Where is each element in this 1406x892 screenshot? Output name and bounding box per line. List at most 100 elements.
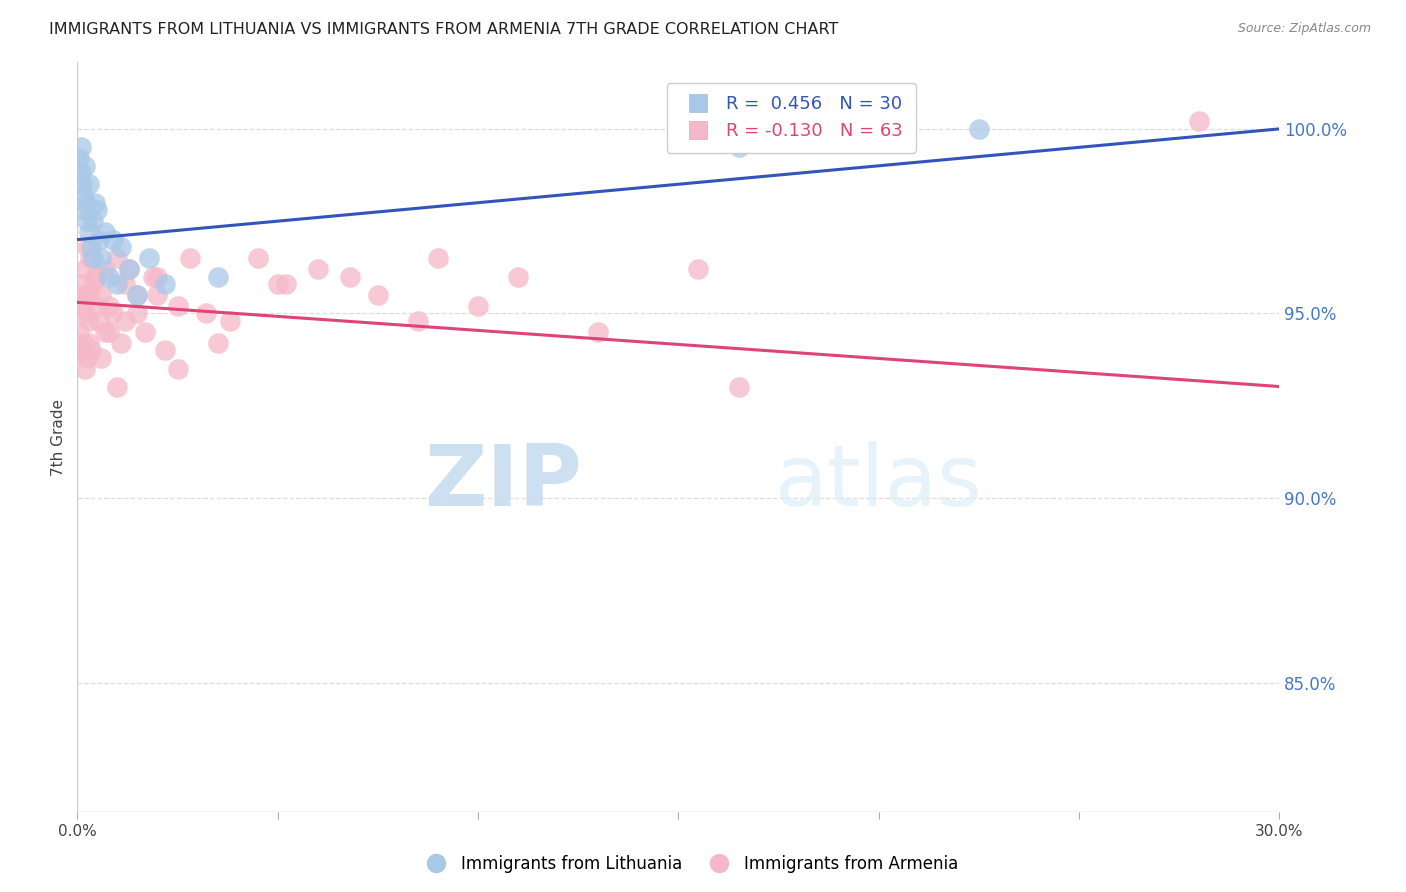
Point xyxy=(90,251,112,265)
Point xyxy=(166,299,188,313)
Point xyxy=(69,166,91,180)
Point xyxy=(107,380,129,394)
Point xyxy=(76,214,98,228)
Point xyxy=(86,299,108,313)
Point xyxy=(118,262,141,277)
Point xyxy=(67,152,90,166)
Point xyxy=(114,277,136,291)
Point xyxy=(155,277,177,291)
Point xyxy=(103,233,125,247)
Point xyxy=(107,251,129,265)
Point xyxy=(72,188,94,202)
Point xyxy=(138,251,160,265)
Point xyxy=(267,277,290,291)
Point xyxy=(114,314,136,328)
Point xyxy=(76,240,98,254)
Point xyxy=(207,335,229,350)
Point xyxy=(98,325,121,339)
Text: IMMIGRANTS FROM LITHUANIA VS IMMIGRANTS FROM ARMENIA 7TH GRADE CORRELATION CHART: IMMIGRANTS FROM LITHUANIA VS IMMIGRANTS … xyxy=(49,22,838,37)
Point xyxy=(146,269,169,284)
Point xyxy=(73,306,96,320)
Point xyxy=(142,269,165,284)
Point xyxy=(75,159,97,173)
Point xyxy=(89,314,111,328)
Point xyxy=(90,288,112,302)
Point xyxy=(218,314,240,328)
Point xyxy=(688,262,710,277)
Point xyxy=(155,343,177,358)
Point xyxy=(70,299,93,313)
Point xyxy=(67,325,90,339)
Point xyxy=(70,140,93,154)
Point xyxy=(86,203,108,218)
Point xyxy=(727,140,749,154)
Point xyxy=(1188,114,1211,128)
Point xyxy=(127,306,149,320)
Point xyxy=(84,195,107,210)
Point xyxy=(127,288,149,302)
Point xyxy=(76,351,98,365)
Point xyxy=(467,299,489,313)
Point xyxy=(75,361,97,376)
Point xyxy=(274,277,297,291)
Y-axis label: 7th Grade: 7th Grade xyxy=(51,399,66,475)
Point xyxy=(406,314,429,328)
Point xyxy=(166,361,188,376)
Point xyxy=(80,343,103,358)
Point xyxy=(70,277,93,291)
Point xyxy=(94,325,117,339)
Point xyxy=(72,335,94,350)
Point xyxy=(146,288,169,302)
Point xyxy=(207,269,229,284)
Point xyxy=(70,343,93,358)
Legend: Immigrants from Lithuania, Immigrants from Armenia: Immigrants from Lithuania, Immigrants fr… xyxy=(413,848,965,880)
Text: ZIP: ZIP xyxy=(425,441,582,524)
Point xyxy=(194,306,217,320)
Point xyxy=(86,269,108,284)
Point xyxy=(79,251,101,265)
Text: Source: ZipAtlas.com: Source: ZipAtlas.com xyxy=(1237,22,1371,36)
Point xyxy=(75,288,97,302)
Point xyxy=(110,240,132,254)
Point xyxy=(94,262,117,277)
Point xyxy=(73,203,96,218)
Point xyxy=(90,351,112,365)
Point xyxy=(110,335,132,350)
Point xyxy=(427,251,450,265)
Point xyxy=(588,325,610,339)
Point xyxy=(508,269,530,284)
Legend: R =  0.456   N = 30, R = -0.130   N = 63: R = 0.456 N = 30, R = -0.130 N = 63 xyxy=(666,83,915,153)
Point xyxy=(94,225,117,239)
Point xyxy=(98,269,121,284)
Point xyxy=(103,306,125,320)
Point xyxy=(118,262,141,277)
Point xyxy=(82,214,104,228)
Point xyxy=(69,343,91,358)
Point xyxy=(307,262,329,277)
Point xyxy=(134,325,156,339)
Point xyxy=(246,251,269,265)
Point xyxy=(339,269,361,284)
Point xyxy=(70,178,93,192)
Point xyxy=(79,288,101,302)
Point xyxy=(89,233,111,247)
Point xyxy=(179,251,201,265)
Point xyxy=(72,288,94,302)
Point xyxy=(75,262,97,277)
Point xyxy=(967,121,990,136)
Point xyxy=(127,288,149,302)
Point xyxy=(98,299,121,313)
Point xyxy=(77,178,100,192)
Point xyxy=(75,195,97,210)
Point xyxy=(107,277,129,291)
Point xyxy=(727,380,749,394)
Point xyxy=(367,288,389,302)
Point xyxy=(82,251,104,265)
Point xyxy=(77,314,100,328)
Text: atlas: atlas xyxy=(775,441,983,524)
Point xyxy=(82,277,104,291)
Point xyxy=(80,240,103,254)
Point xyxy=(79,335,101,350)
Point xyxy=(79,225,101,239)
Point xyxy=(84,269,107,284)
